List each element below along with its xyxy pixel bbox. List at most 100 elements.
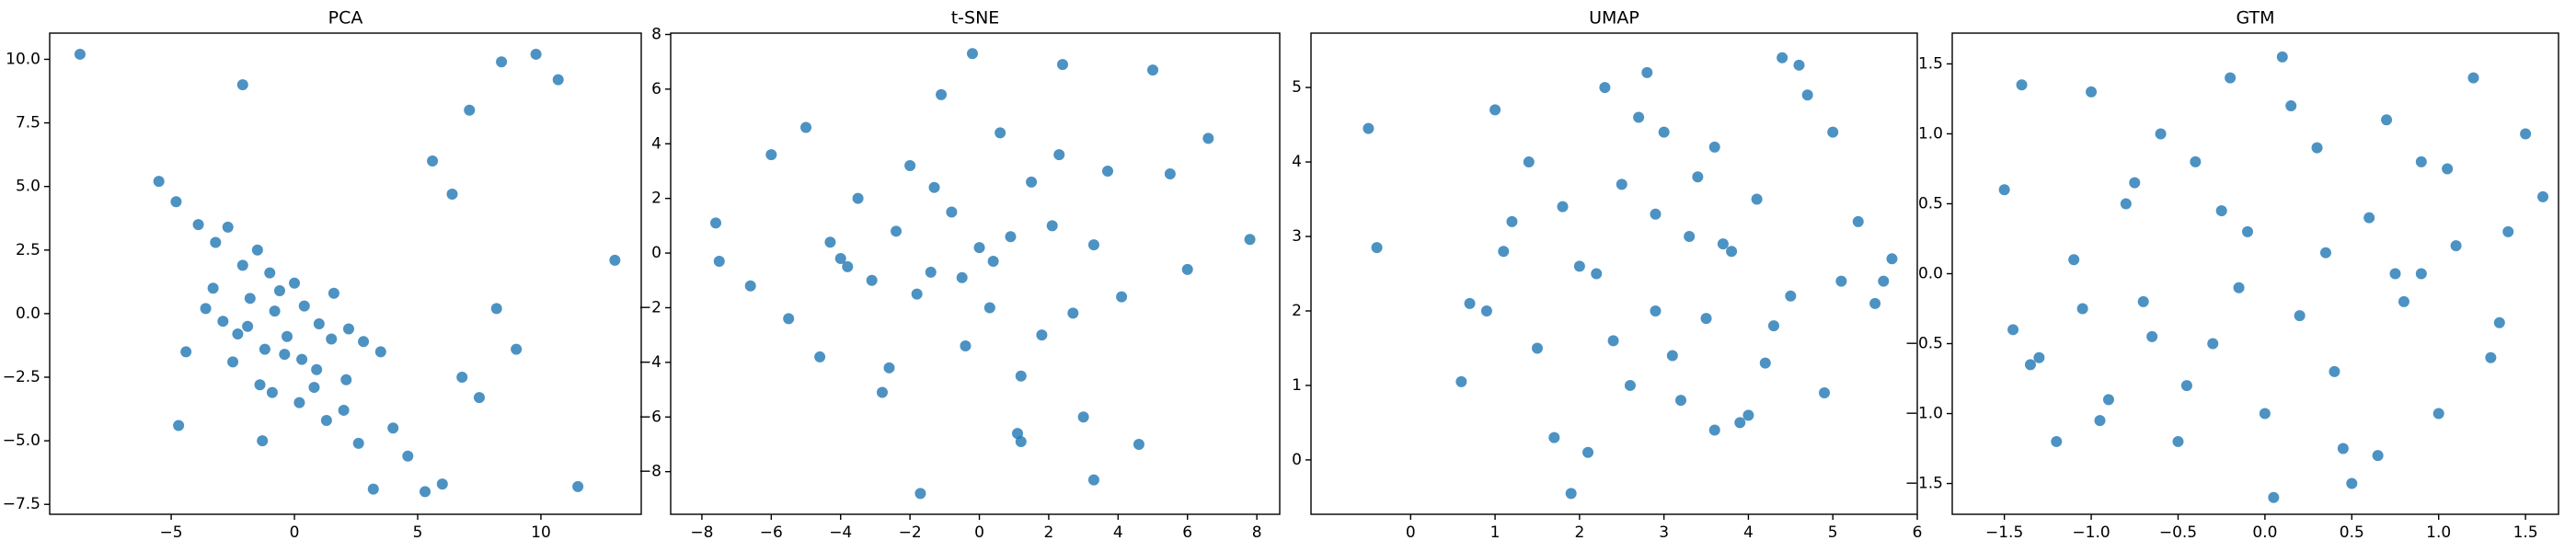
x-tick-label: 4 xyxy=(1113,523,1123,542)
point xyxy=(1785,290,1797,302)
point xyxy=(1658,126,1670,138)
point xyxy=(264,267,276,279)
point xyxy=(2276,51,2288,63)
x-tick-label: 5 xyxy=(1828,523,1838,542)
point xyxy=(1464,297,1476,309)
point xyxy=(1591,268,1603,280)
chart-title: GTM xyxy=(2236,8,2274,29)
x-tick-label: −4 xyxy=(829,523,852,542)
x-tick-label: 1 xyxy=(1490,523,1501,542)
point xyxy=(1650,208,1662,220)
point xyxy=(298,300,310,312)
point xyxy=(1363,122,1374,134)
point xyxy=(456,372,468,384)
y-tick-label: 1 xyxy=(1292,376,1302,395)
point xyxy=(1244,234,1256,246)
point xyxy=(2172,435,2184,447)
point xyxy=(1852,215,1864,227)
point xyxy=(1708,141,1720,153)
chart-title: t-SNE xyxy=(951,8,1000,29)
point xyxy=(511,343,523,355)
point xyxy=(2467,72,2479,84)
point xyxy=(2215,205,2227,217)
point xyxy=(1531,342,1543,354)
point xyxy=(1480,305,1492,316)
point xyxy=(2537,190,2549,202)
point xyxy=(713,255,725,267)
point xyxy=(1998,184,2010,196)
point xyxy=(987,255,999,267)
point xyxy=(852,192,864,204)
point xyxy=(2363,212,2375,224)
point xyxy=(1046,220,1058,232)
y-tick-label: −1.0 xyxy=(1905,405,1943,423)
point xyxy=(765,149,777,161)
point xyxy=(2129,177,2141,189)
point xyxy=(320,414,332,426)
point xyxy=(367,483,379,495)
point xyxy=(1202,132,1214,144)
point xyxy=(2442,163,2454,175)
x-tick-label: 0.0 xyxy=(2252,523,2277,542)
point xyxy=(257,435,269,447)
point xyxy=(1181,263,1193,275)
point xyxy=(1708,424,1720,436)
point xyxy=(2207,338,2219,350)
point xyxy=(530,48,542,60)
point xyxy=(266,386,278,398)
point xyxy=(1489,104,1501,116)
point xyxy=(1164,167,1176,179)
point xyxy=(1801,89,1813,101)
y-tick-label: −7.5 xyxy=(3,495,40,513)
point xyxy=(983,302,995,314)
point xyxy=(1759,357,1771,369)
y-tick-label: 0.0 xyxy=(1918,265,1943,283)
y-tick-label: −2 xyxy=(638,298,661,316)
point xyxy=(2180,380,2192,392)
point xyxy=(232,328,244,340)
point xyxy=(1819,387,1831,399)
point xyxy=(2415,268,2427,280)
plot-frame xyxy=(1310,32,1918,515)
point xyxy=(490,303,502,315)
point xyxy=(2242,225,2254,237)
y-tick-label: −2.5 xyxy=(3,368,40,386)
x-tick-label: 6 xyxy=(1182,523,1192,542)
x-tick-label: 8 xyxy=(1252,523,1262,542)
point xyxy=(2415,155,2427,167)
point xyxy=(2068,254,2080,266)
point xyxy=(876,386,888,398)
plot-frame xyxy=(49,32,642,515)
y-tick-label: −1.5 xyxy=(1905,475,1943,493)
point xyxy=(1726,246,1738,258)
point xyxy=(236,79,248,91)
point xyxy=(1878,275,1890,287)
point xyxy=(1498,246,1510,258)
point xyxy=(866,274,878,286)
point xyxy=(259,343,270,355)
point xyxy=(572,480,584,492)
point xyxy=(387,422,399,434)
point xyxy=(1886,253,1898,265)
point xyxy=(1015,436,1027,448)
point xyxy=(2502,225,2514,237)
point xyxy=(1116,291,1128,303)
point xyxy=(744,280,756,292)
point xyxy=(1742,409,1754,421)
x-tick-label: 0.5 xyxy=(2340,523,2364,542)
y-tick-label: −0.5 xyxy=(1905,335,1943,353)
point xyxy=(254,379,266,391)
point xyxy=(2094,415,2106,427)
point xyxy=(2432,408,2444,420)
point xyxy=(326,333,338,345)
point xyxy=(1717,238,1729,250)
point xyxy=(960,340,972,352)
point xyxy=(1641,66,1653,78)
point xyxy=(2311,142,2323,154)
point xyxy=(2319,247,2331,259)
point xyxy=(842,260,854,272)
point xyxy=(402,450,414,462)
x-tick-label: 0 xyxy=(974,523,984,542)
point xyxy=(2450,240,2462,252)
y-tick-label: 2 xyxy=(651,190,661,208)
